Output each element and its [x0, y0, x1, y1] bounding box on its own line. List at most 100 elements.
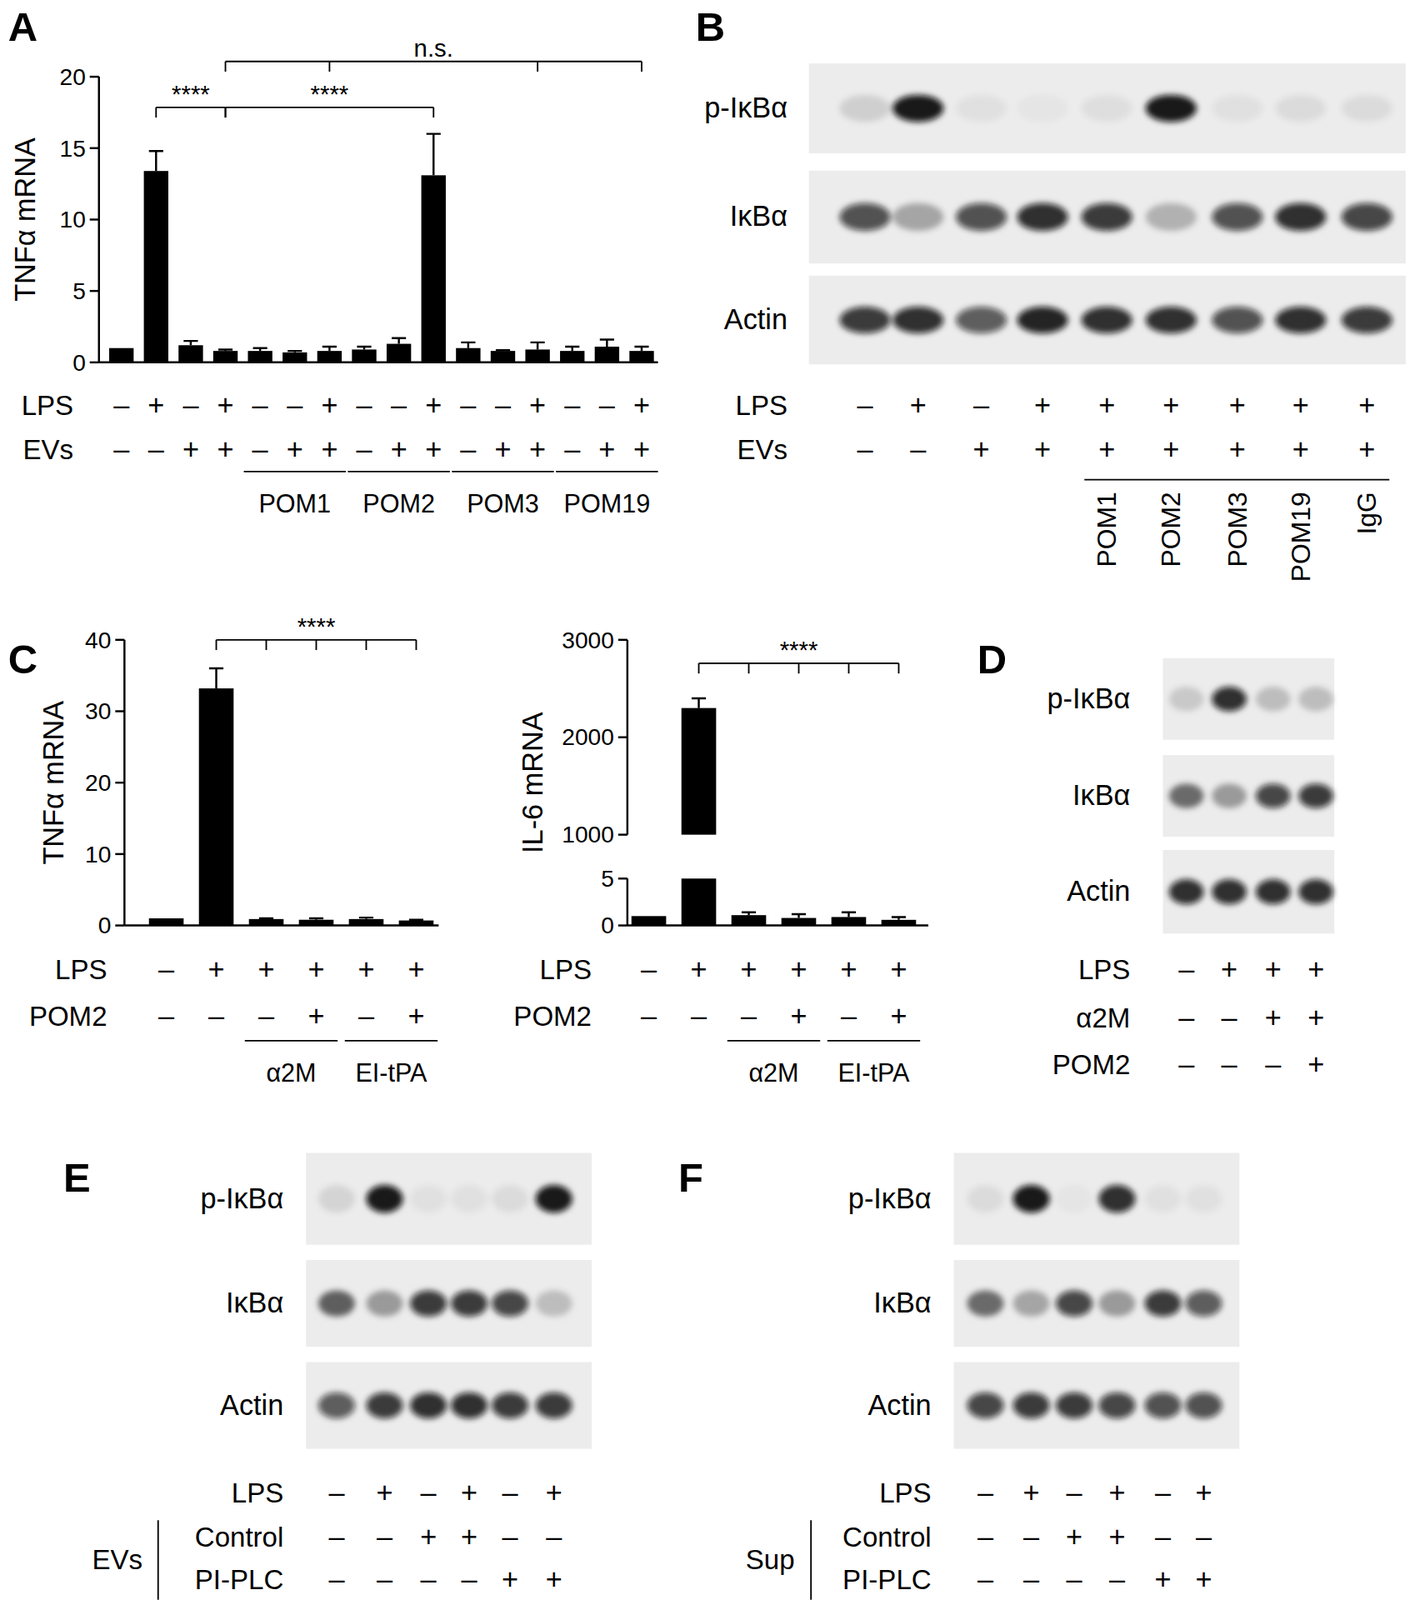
bar — [631, 915, 667, 925]
band — [1145, 306, 1197, 334]
band — [491, 1185, 529, 1213]
condition-sign: – — [1023, 1563, 1040, 1595]
bar — [525, 349, 550, 362]
band — [1169, 879, 1205, 905]
band — [1341, 95, 1393, 122]
y-tick — [90, 75, 100, 78]
bar — [831, 916, 867, 925]
condition-sign: – — [1178, 1001, 1195, 1034]
blot-strip — [305, 1153, 592, 1245]
row-label: LPS — [1078, 954, 1130, 985]
condition-sign: – — [390, 390, 408, 422]
row-label: LPS — [879, 1477, 931, 1509]
group-line — [244, 470, 346, 473]
error-cap — [530, 341, 545, 344]
condition-sign: + — [1034, 390, 1051, 422]
row-label: POM2 — [1052, 1049, 1131, 1080]
bar — [629, 350, 654, 363]
group-label: EI-tPA — [837, 1058, 910, 1087]
bar — [199, 688, 235, 925]
condition-sign: + — [1065, 1520, 1083, 1553]
error-bar — [741, 912, 756, 915]
bars — [631, 698, 917, 926]
condition-sign: – — [564, 390, 581, 422]
error-cap — [287, 350, 302, 352]
panel-letter: B — [695, 4, 725, 50]
condition-sign: + — [501, 1563, 519, 1595]
chart: 05100020003000IL-6 mRNALPS–+++++POM2–––+… — [513, 627, 929, 1087]
bar — [781, 918, 817, 926]
error-cap — [259, 917, 274, 920]
y-tick — [90, 147, 100, 150]
band — [450, 1290, 488, 1317]
tick-label: 10 — [60, 206, 86, 233]
blot: p-IκBαIκBαActinLPS–+++α2M––++POM2–––+D — [977, 636, 1335, 1080]
y-tick — [90, 218, 100, 220]
band — [1255, 783, 1291, 808]
tick-label: 10 — [85, 841, 111, 868]
condition-sign: – — [545, 1520, 563, 1553]
condition-sign: – — [640, 953, 658, 985]
y-tick — [618, 833, 628, 835]
condition-sign: – — [1221, 1001, 1239, 1034]
group-line — [727, 1040, 820, 1042]
condition-sign: – — [113, 433, 130, 465]
band — [1144, 1290, 1181, 1317]
bar — [490, 350, 515, 363]
y-tick — [618, 735, 628, 738]
x-axis — [627, 924, 929, 926]
y-tick — [90, 361, 100, 364]
band — [1013, 1185, 1050, 1213]
band — [1145, 203, 1197, 231]
bars — [109, 134, 655, 363]
condition-sign: – — [420, 1476, 438, 1509]
band — [1298, 879, 1334, 905]
tick-label: 15 — [60, 135, 86, 162]
error-cap — [183, 340, 198, 342]
condition-sign: + — [460, 1520, 478, 1553]
condition-sign: – — [355, 433, 373, 465]
band — [535, 1290, 573, 1317]
band — [1341, 306, 1393, 334]
condition-sign: + — [1195, 1476, 1212, 1509]
bar — [595, 346, 620, 363]
chart: 010203040TNFα mRNALPS–+++++POM2–––+–+α2M… — [8, 612, 440, 1087]
band — [1185, 1185, 1222, 1213]
condition-sign: + — [217, 390, 235, 422]
condition-sign: + — [1220, 953, 1238, 985]
error-cap — [565, 345, 580, 348]
band — [1098, 1392, 1135, 1419]
row-label: LPS — [231, 1477, 284, 1509]
band — [318, 1392, 355, 1419]
band — [839, 203, 890, 231]
condition-sign: + — [375, 1476, 393, 1509]
condition-sign: + — [1307, 1001, 1325, 1034]
condition-sign: + — [840, 953, 857, 985]
row-label: LPS — [540, 954, 592, 985]
condition-sign: – — [1195, 1520, 1213, 1553]
row-label: α2M — [1075, 1002, 1130, 1034]
bracket-drop — [155, 107, 157, 118]
chart: 05101520TNFα mRNALPS–+–+––+––+––+––+EVs–… — [8, 4, 659, 518]
group-line — [345, 1040, 438, 1042]
bracket — [699, 663, 900, 674]
error-bar — [565, 346, 580, 351]
blot-strip — [809, 275, 1406, 365]
condition-sign: – — [1178, 953, 1195, 985]
condition-sign: – — [564, 433, 581, 465]
error-bar — [322, 346, 337, 351]
band — [450, 1392, 488, 1419]
condition-sign: – — [358, 1000, 375, 1032]
bracket-drop — [536, 61, 539, 72]
group-label: α2M — [748, 1058, 799, 1087]
band — [1185, 1290, 1222, 1317]
condition-sign: + — [217, 433, 235, 465]
condition-sign: – — [376, 1520, 394, 1553]
lane-label: POM1 — [1091, 491, 1122, 567]
condition-sign: – — [286, 390, 304, 422]
condition-sign: – — [1221, 1048, 1239, 1080]
row-label: p-IκBα — [848, 1182, 932, 1215]
blot-strip — [1163, 755, 1335, 837]
bracket-drop — [265, 640, 268, 650]
band — [535, 1185, 573, 1213]
